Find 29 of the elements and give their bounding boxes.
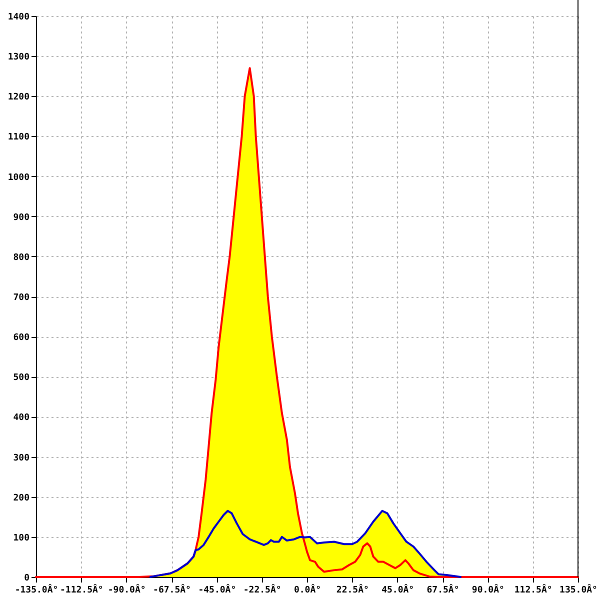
x-tick-label: 0.0Â° xyxy=(294,584,322,596)
x-tick-label: -45.0Â° xyxy=(198,584,236,596)
x-tick-label: 90.0Â° xyxy=(472,584,504,596)
y-tick-label: 700 xyxy=(13,293,30,303)
x-tick-label: -112.5Â° xyxy=(60,584,104,596)
y-tick-label: 1200 xyxy=(8,92,30,103)
x-tick-label: 45.0Â° xyxy=(382,584,414,596)
y-tick-label: 1400 xyxy=(8,12,30,22)
y-tick-label: 800 xyxy=(13,252,30,263)
x-tick-label: -67.5Â° xyxy=(153,584,191,596)
y-tick-label: 900 xyxy=(13,212,30,223)
y-tick-label: 1300 xyxy=(8,52,30,63)
y-tick-label: 300 xyxy=(13,453,30,464)
x-tick-label: 135.0Â° xyxy=(560,584,598,596)
y-tick-label: 1100 xyxy=(8,132,30,143)
x-tick-label: -22.5Â° xyxy=(243,584,282,596)
y-tick-label: 200 xyxy=(13,493,30,504)
y-tick-label: 600 xyxy=(13,333,30,344)
y-tick-label: 0 xyxy=(24,574,30,584)
y-tick-label: 500 xyxy=(13,373,30,384)
x-tick-label: 22.5Â° xyxy=(336,584,369,596)
x-tick-label: 67.5Â° xyxy=(426,584,460,596)
x-tick-label: -90.0Â° xyxy=(108,584,146,596)
line-series xyxy=(149,510,462,578)
y-tick-label: 100 xyxy=(13,533,30,544)
y-tick-label: 1000 xyxy=(8,172,30,183)
y-tick-label: 400 xyxy=(13,413,30,424)
x-tick-label: -135.0Â° xyxy=(14,584,58,596)
x-tick-label: 112.5Â° xyxy=(514,584,552,596)
